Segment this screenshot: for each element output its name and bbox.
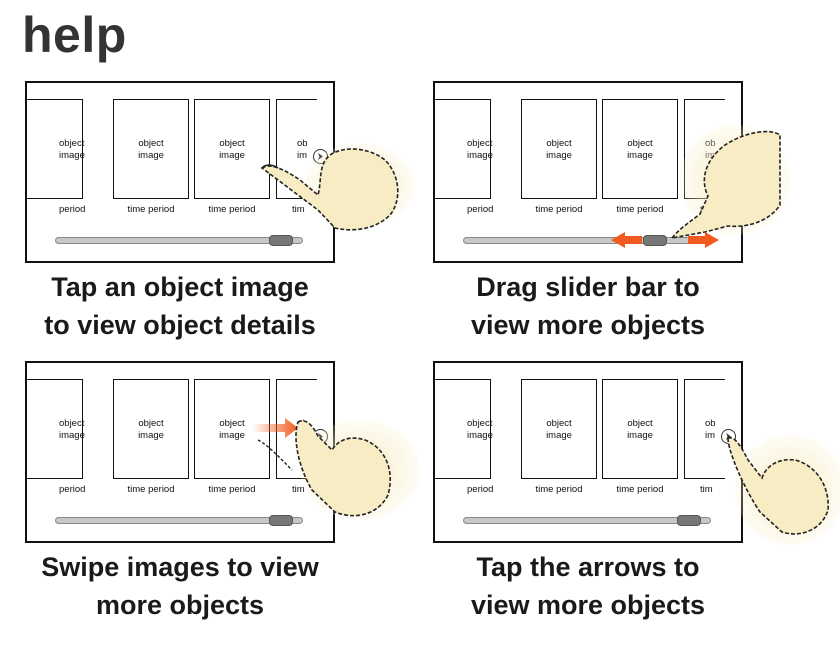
slider-bar[interactable] (463, 515, 711, 526)
card-label-line2: image (467, 150, 493, 161)
slider-thumb[interactable] (643, 235, 667, 246)
card-label-line2: image (138, 150, 164, 161)
slider-thumb[interactable] (269, 235, 293, 246)
hand-pointer-icon (670, 125, 790, 240)
card-period: time period (616, 204, 664, 215)
object-card[interactable]: object image time period (521, 379, 597, 495)
card-label-line1: object (546, 418, 572, 429)
card-label-line1: object (138, 418, 164, 429)
card-label-line1: object (138, 138, 164, 149)
card-period: time period (127, 204, 175, 215)
card-period: period (59, 204, 86, 215)
card-label-line1: object (627, 418, 653, 429)
caption-line1: Tap the arrows to (476, 552, 700, 582)
object-card[interactable]: object image period (435, 99, 493, 215)
instruction-caption: Tap the arrows to view more objects (408, 548, 768, 624)
slider-bar[interactable] (55, 235, 303, 246)
card-period: period (467, 204, 494, 215)
card-label-line1: object (467, 138, 493, 149)
slider-thumb[interactable] (677, 515, 701, 526)
card-label-line1: object (219, 138, 245, 149)
object-card[interactable]: object image period (27, 99, 85, 215)
card-label-line1: ob (705, 418, 716, 429)
object-card[interactable]: object image time period (602, 99, 678, 215)
caption-line2: view more objects (470, 310, 706, 340)
card-period: time period (535, 204, 583, 215)
object-card[interactable]: ob im tim (684, 379, 725, 495)
caption-line2: view more objects (470, 590, 706, 620)
card-label-line1: ob (297, 138, 308, 149)
card-period: period (467, 484, 494, 495)
instruction-caption: Swipe images to view more objects (0, 548, 360, 624)
object-card[interactable]: object image time period (602, 379, 678, 495)
object-strip: object image period object image time pe… (435, 379, 725, 497)
page-title: help (22, 7, 127, 63)
card-label-line2: image (546, 150, 572, 161)
card-period: time period (208, 484, 256, 495)
card-period: time period (208, 204, 256, 215)
caption-line2: more objects (95, 590, 265, 620)
card-label-line1: object (467, 418, 493, 429)
object-card[interactable]: object image time period (521, 99, 597, 215)
object-card[interactable]: object image time period (194, 99, 270, 215)
card-label-line2: image (219, 150, 245, 161)
card-period: time period (535, 484, 583, 495)
card-period: time period (127, 484, 175, 495)
card-label-line1: object (59, 138, 85, 149)
caption-line1: Drag slider bar to (476, 272, 700, 302)
card-label-line1: object (546, 138, 572, 149)
card-period: tim (700, 484, 713, 495)
card-period: period (59, 484, 86, 495)
object-card[interactable]: object image time period (113, 99, 189, 215)
caption-line1: Tap an object image (51, 272, 309, 302)
card-label-line1: object (219, 418, 245, 429)
card-period: tim (292, 484, 305, 495)
slider-thumb[interactable] (269, 515, 293, 526)
instruction-caption: Tap an object image to view object detai… (0, 268, 360, 344)
instruction-caption: Drag slider bar to view more objects (408, 268, 768, 344)
card-label-line2: image (219, 430, 245, 441)
card-label-line1: object (627, 138, 653, 149)
caption-line1: Swipe images to view (41, 552, 319, 582)
card-label-line2: image (59, 150, 85, 161)
card-label-line2: im (705, 430, 716, 441)
card-label-line2: image (138, 430, 164, 441)
slider-bar[interactable] (55, 515, 303, 526)
help-panel: object image period object image time pe… (433, 361, 743, 543)
object-card[interactable]: object image period (27, 379, 85, 495)
card-period: tim (292, 204, 305, 215)
caption-line2: to view object details (44, 310, 316, 340)
card-period: time period (616, 484, 664, 495)
card-label-line2: image (627, 150, 653, 161)
hand-pointer-icon (260, 143, 415, 231)
card-label-line1: object (59, 418, 85, 429)
card-label-line2: image (627, 430, 653, 441)
card-label-line2: image (546, 430, 572, 441)
drag-arrows-icon (611, 232, 719, 248)
hand-pointer-icon (257, 420, 420, 520)
object-card[interactable]: object image period (435, 379, 493, 495)
swipe-arrow-icon (252, 418, 298, 438)
card-label-line2: image (59, 430, 85, 441)
object-card[interactable]: object image time period (113, 379, 189, 495)
hand-pointer-icon (727, 435, 840, 545)
card-label-line2: im (297, 150, 308, 161)
card-label-line2: image (467, 430, 493, 441)
